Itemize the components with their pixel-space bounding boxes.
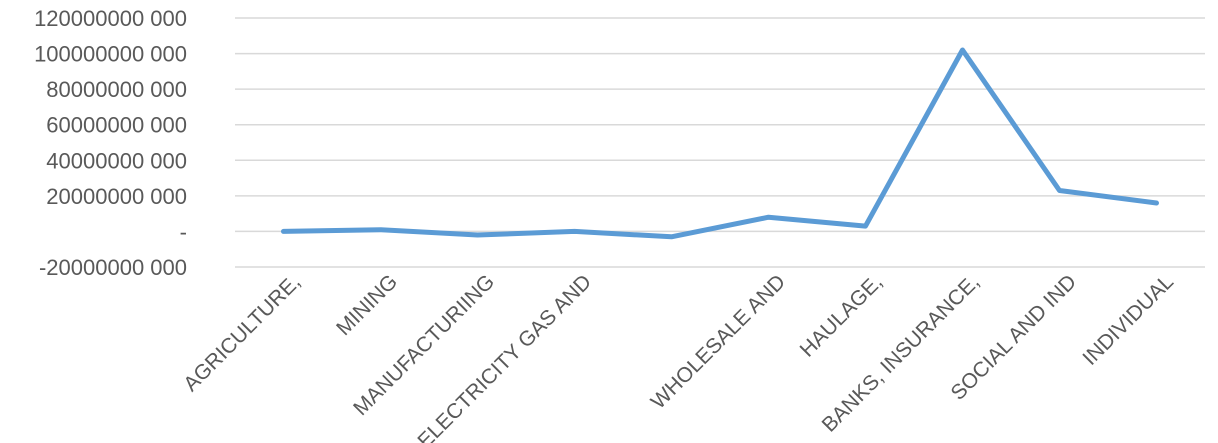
y-tick-label: 120000000 000 [34,6,187,31]
y-tick-label: 60000000 000 [46,113,187,138]
x-category-label: MINING [332,270,402,340]
series-layer [281,47,1159,240]
y-tick-label: 40000000 000 [46,148,187,173]
x-category-label: ELECTRICITY GAS AND [413,270,596,443]
y-tick-label: -20000000 000 [39,255,187,280]
x-category-label: WHOLESALE AND [647,270,790,413]
y-tick-label: 80000000 000 [46,77,187,102]
x-axis-category-labels: AGRICULTURE, MININGMANUFACTURIINGELECTRIC… [179,270,1178,443]
x-category-label: INDIVIDUAL [1078,270,1178,370]
y-tick-label: 20000000 000 [46,184,187,209]
x-category-label: HAULAGE, [796,270,887,361]
x-category-label: AGRICULTURE, [179,270,305,396]
y-axis-tick-labels: 120000000 000 100000000 000 80000000 000 60… [34,6,187,280]
x-category-label: BANKS, INSURANCE, [818,270,984,436]
y-tick-label: - [180,219,187,244]
series-line [281,47,1159,240]
y-tick-label: 100000000 000 [34,42,187,67]
